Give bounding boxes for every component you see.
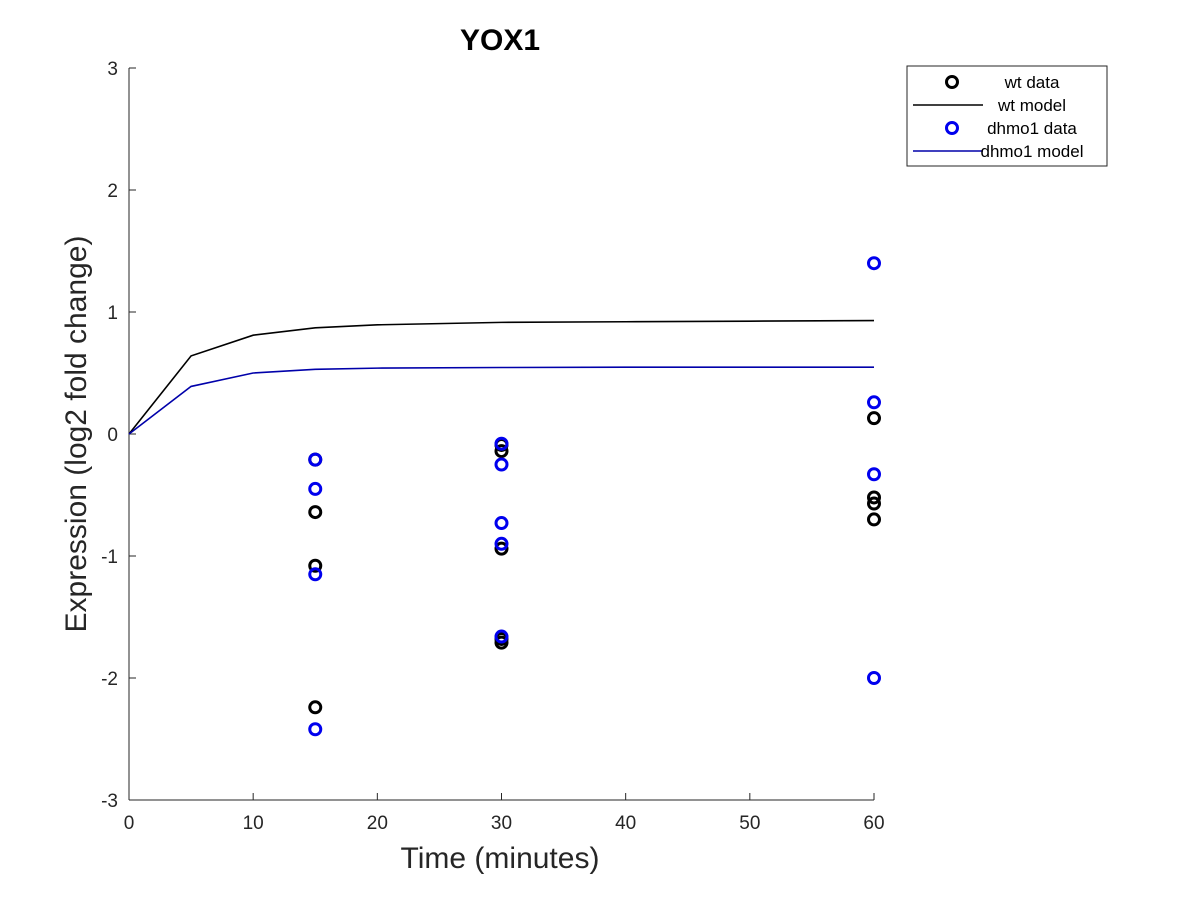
x-tick-label: 40 — [615, 813, 636, 834]
dhmo1-data-point — [308, 452, 323, 467]
legend: wt data wt model dhmo1 data dhmo1 model — [906, 65, 1108, 167]
wt-data-point — [867, 512, 881, 527]
y-tick-label: 0 — [107, 425, 118, 446]
y-tick-label: 1 — [107, 303, 118, 324]
y-ticks: -3 -2 -1 0 1 2 3 — [101, 59, 136, 812]
dhmo1-data-point — [494, 436, 509, 451]
wt-data-point — [494, 541, 509, 556]
dhmo1-data-point — [494, 536, 509, 551]
y-axis-label: Expression (log2 fold change) — [60, 236, 93, 633]
x-ticks: 0 10 20 30 40 50 60 — [124, 793, 885, 834]
wt-data-point — [867, 490, 881, 505]
wt-data-point — [867, 411, 881, 426]
dhmo1-data-point — [308, 722, 323, 737]
y-tick-label: -3 — [101, 791, 118, 812]
dhmo1-data-point — [494, 457, 509, 472]
chart-title: YOX1 — [460, 24, 540, 57]
dhmo1-data-point — [867, 467, 881, 482]
dhmo1-data-point — [494, 516, 509, 531]
x-tick-label: 30 — [491, 813, 512, 834]
wt-data-point — [308, 558, 323, 573]
x-tick-label: 60 — [863, 813, 884, 834]
dhmo1-data-point — [494, 629, 509, 644]
x-tick-label: 20 — [367, 813, 388, 834]
dhmo1-data-point — [867, 395, 881, 410]
x-axis-label: Time (minutes) — [401, 842, 600, 875]
legend-label: wt model — [997, 96, 1066, 115]
wt-data-point — [308, 700, 323, 715]
y-tick-label: -1 — [101, 547, 118, 568]
y-tick-label: -2 — [101, 669, 118, 690]
y-tick-label: 2 — [107, 181, 118, 202]
x-tick-label: 0 — [124, 813, 135, 834]
wt-data-point — [308, 505, 323, 520]
legend-box — [906, 65, 1108, 167]
dhmo1-model-line — [128, 366, 874, 435]
wt-data-point — [867, 496, 881, 511]
plot-area — [128, 256, 881, 737]
legend-marker-dhmo1-data — [945, 121, 959, 135]
legend-label: dhmo1 model — [980, 142, 1083, 161]
legend-label: wt data — [1004, 73, 1060, 92]
y-tick-label: 3 — [107, 59, 118, 80]
legend-label: dhmo1 data — [987, 119, 1077, 138]
x-tick-label: 10 — [243, 813, 264, 834]
wt-data-point — [494, 444, 509, 459]
wt-data-point — [494, 635, 509, 650]
x-tick-label: 50 — [739, 813, 760, 834]
dhmo1-data-point — [308, 481, 323, 496]
dhmo1-data-point — [867, 671, 881, 685]
wt-model-line — [128, 319, 875, 435]
legend-marker-wt-data — [945, 75, 959, 89]
dhmo1-data-point — [867, 256, 881, 271]
dhmo1-data-point — [308, 567, 323, 582]
